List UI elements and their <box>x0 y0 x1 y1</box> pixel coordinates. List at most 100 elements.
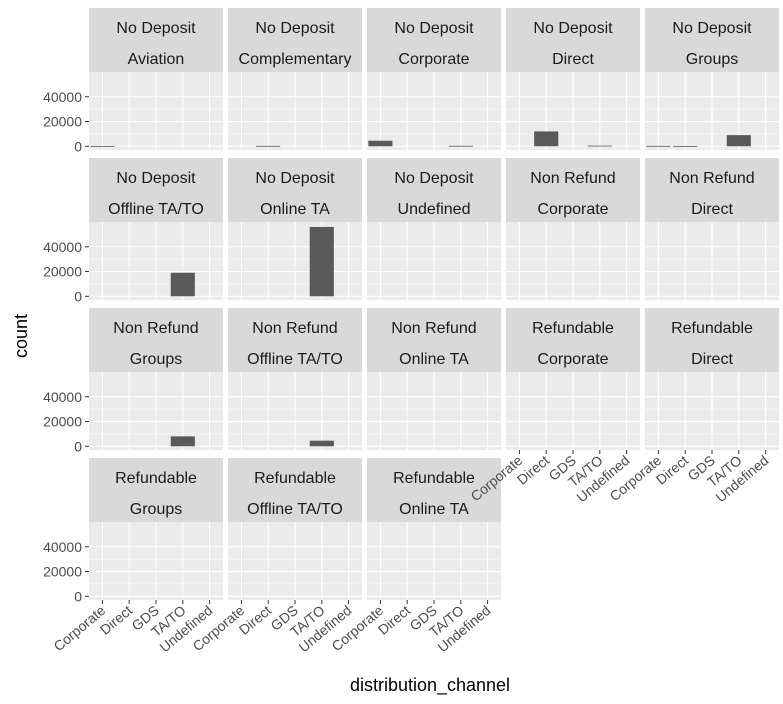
facet-strip <box>228 158 362 222</box>
panel-no-deposit-complementary: No Deposit Complementary <box>228 8 362 150</box>
facet-strip-label: Online TA <box>399 351 469 368</box>
facet-strip-label: Groups <box>130 351 182 368</box>
facet-strip <box>506 8 640 72</box>
facet-strip-label: No Deposit <box>255 20 335 37</box>
facet-strip-label: Direct <box>691 201 733 218</box>
facet-strip <box>506 158 640 222</box>
facet-strip-label: Online TA <box>260 201 330 218</box>
facet-strip-label: Refundable <box>254 470 336 487</box>
y-tick-label: 20000 <box>43 414 82 430</box>
panel-non-refund-online-ta: Non Refund Online TA <box>367 308 501 450</box>
bar-ta-to <box>587 145 612 147</box>
panel-non-refund-direct: Non Refund Direct <box>645 158 779 300</box>
facet-strip-label: Complementary <box>239 51 352 68</box>
facet-strip <box>89 458 223 522</box>
facet-strip-label: Direct <box>691 351 733 368</box>
facet-strip-label: Non Refund <box>391 320 476 337</box>
y-tick-label: 40000 <box>43 539 82 555</box>
panel-refundable-offline-ta-to: Refundable Offline TA/TO <box>228 458 362 600</box>
y-tick-label: 20000 <box>43 264 82 280</box>
facet-strip-label: Non Refund <box>669 170 754 187</box>
bar-ta-to <box>309 440 334 447</box>
bar-direct <box>534 131 559 147</box>
facet-strip <box>89 308 223 372</box>
facet-strip-label: No Deposit <box>116 20 196 37</box>
facet-strip-label: Non Refund <box>252 320 337 337</box>
facet-strip-label: No Deposit <box>672 20 752 37</box>
y-tick-label: 0 <box>74 288 82 304</box>
panel-refundable-corporate: Refundable Corporate <box>506 308 640 450</box>
facet-strip <box>367 308 501 372</box>
facet-strip <box>367 158 501 222</box>
facet-strip-label: No Deposit <box>394 170 474 187</box>
bar-corporate <box>368 140 393 147</box>
facet-strip-label: Direct <box>552 51 594 68</box>
panel-no-deposit-corporate: No Deposit Corporate <box>367 8 501 150</box>
panel-refundable-direct: Refundable Direct <box>645 308 779 450</box>
facet-strip-label: Refundable <box>393 470 475 487</box>
facet-strip <box>367 458 501 522</box>
facet-strip <box>506 308 640 372</box>
facet-strip-label: Online TA <box>399 501 469 518</box>
facet-strip <box>645 8 779 72</box>
facet-panels: No Deposit Aviation No Deposit Complementar… <box>89 8 779 600</box>
bar-ta-to <box>448 145 473 147</box>
facet-strip-label: Refundable <box>532 320 614 337</box>
y-tick-label: 40000 <box>43 89 82 105</box>
y-tick-label: 40000 <box>43 239 82 255</box>
facet-strip-label: Groups <box>686 51 738 68</box>
bar-ta-to <box>726 135 751 147</box>
y-axis-labels: 0 20000 40000 0 20000 40000 0 20000 40000 0 20000 4… <box>43 89 89 604</box>
facet-strip-label: Offline TA/TO <box>247 501 343 518</box>
bar-ta-to <box>309 226 334 297</box>
bar-ta-to <box>170 436 195 447</box>
facet-strip-label: Corporate <box>398 51 469 68</box>
y-tick-label: 20000 <box>43 564 82 580</box>
facet-strip-label: No Deposit <box>255 170 335 187</box>
facet-strip <box>89 8 223 72</box>
y-tick-label: 0 <box>74 438 82 454</box>
panel-non-refund-groups: Non Refund Groups <box>89 308 223 450</box>
panel-no-deposit-groups: No Deposit Groups <box>645 8 779 150</box>
facet-strip-label: Offline TA/TO <box>108 201 204 218</box>
facet-strip <box>228 8 362 72</box>
facet-strip-label: Corporate <box>537 351 608 368</box>
y-tick-label: 20000 <box>43 114 82 130</box>
facet-strip-label: Refundable <box>671 320 753 337</box>
facet-strip-label: Aviation <box>128 51 185 68</box>
x-axis-title: distribution_channel <box>350 675 510 696</box>
facet-strip-label: Refundable <box>115 470 197 487</box>
facet-strip-label: Groups <box>130 501 182 518</box>
bar-corporate <box>646 145 671 147</box>
facet-strip <box>89 158 223 222</box>
facet-strip <box>228 308 362 372</box>
panel-non-refund-corporate: Non Refund Corporate <box>506 158 640 300</box>
facet-strip <box>367 8 501 72</box>
y-axis-title: count <box>11 314 31 358</box>
facet-strip-label: No Deposit <box>116 170 196 187</box>
panel-refundable-online-ta: Refundable Online TA <box>367 458 501 600</box>
panel-no-deposit-offline-ta-to: No Deposit Offline TA/TO <box>89 158 223 300</box>
bar-direct <box>256 145 281 147</box>
bar-ta-to <box>170 272 195 297</box>
facet-strip <box>645 158 779 222</box>
y-tick-label: 0 <box>74 588 82 604</box>
panel-no-deposit-online-ta: No Deposit Online TA <box>228 158 362 300</box>
bar-corporate <box>90 146 115 147</box>
facet-strip-label: Non Refund <box>530 170 615 187</box>
panel-no-deposit-direct: No Deposit Direct <box>506 8 640 150</box>
facet-strip <box>645 308 779 372</box>
facet-strip-label: No Deposit <box>533 20 613 37</box>
panel-no-deposit-aviation: No Deposit Aviation <box>89 8 223 150</box>
y-tick-label: 0 <box>74 138 82 154</box>
facet-strip-label: Non Refund <box>113 320 198 337</box>
facet-strip-label: Corporate <box>537 201 608 218</box>
panel-non-refund-offline-ta-to: Non Refund Offline TA/TO <box>228 308 362 450</box>
facet-strip <box>228 458 362 522</box>
bar-direct <box>673 146 698 147</box>
panel-no-deposit-undefined: No Deposit Undefined <box>367 158 501 300</box>
panel-refundable-groups: Refundable Groups <box>89 458 223 600</box>
y-tick-label: 40000 <box>43 389 82 405</box>
facet-strip-label: Offline TA/TO <box>247 351 343 368</box>
